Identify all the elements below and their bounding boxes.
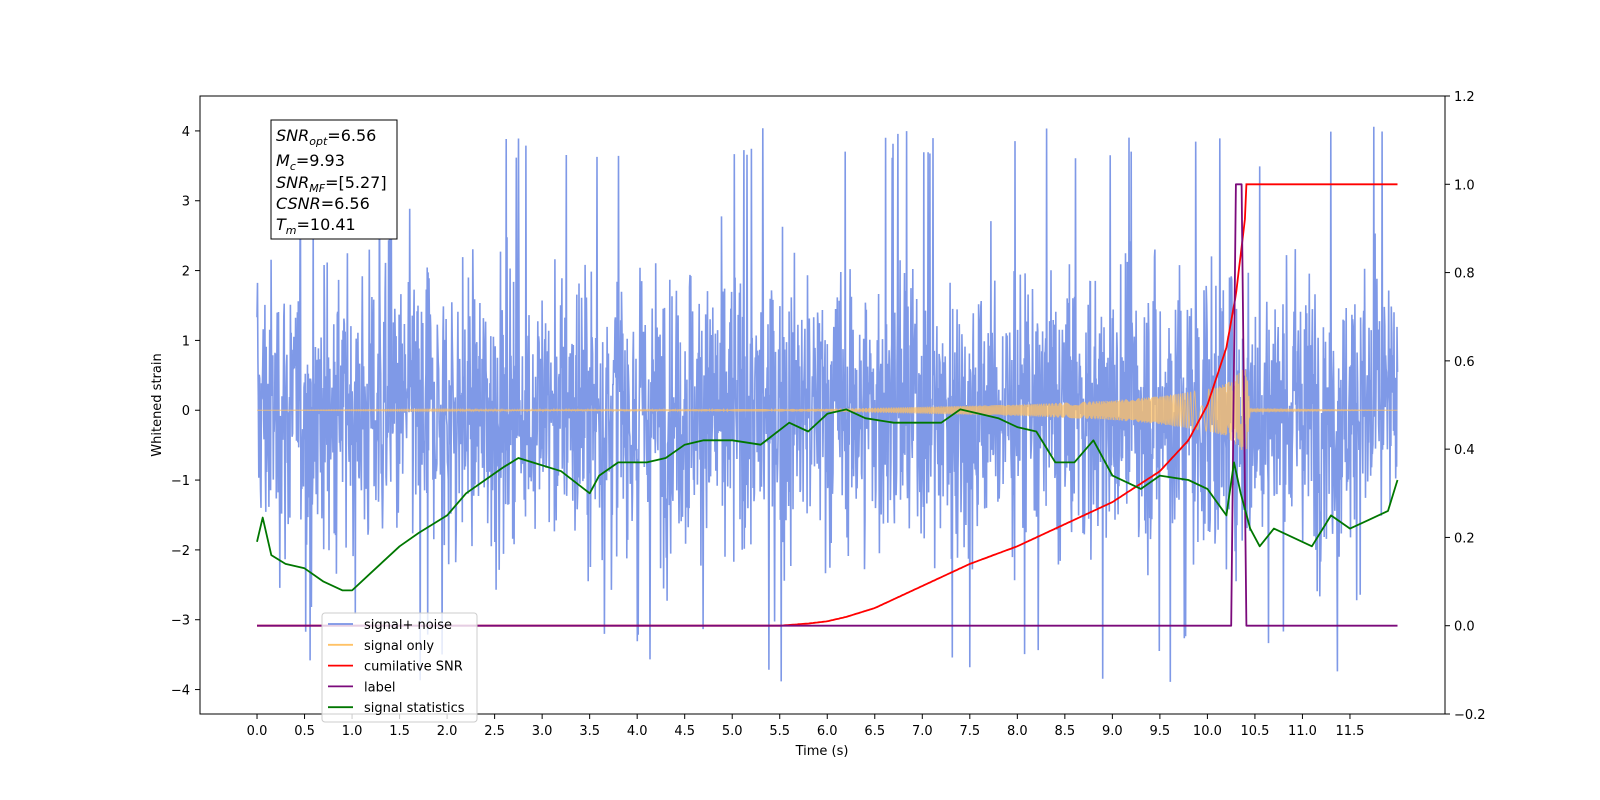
y-tick-label: 2: [182, 265, 190, 280]
x-tick-label: 3.0: [532, 724, 553, 739]
legend-label: signal statistics: [364, 701, 465, 716]
x-tick-label: 8.5: [1055, 724, 1076, 739]
legend-label: signal+ noise: [364, 618, 452, 633]
x-tick-label: 2.5: [484, 724, 505, 739]
legend-label: label: [364, 680, 395, 695]
series-signal-only-line: [257, 367, 1398, 454]
x-tick-label: 11.0: [1288, 724, 1317, 739]
annotation-csnr: CSNR=6.56: [276, 194, 370, 213]
x-tick-label: 11.5: [1335, 724, 1364, 739]
x-tick-label: 10.5: [1240, 724, 1269, 739]
legend-frame: [321, 612, 478, 723]
y-tick-label: 3: [182, 195, 190, 210]
y-tick-label: −3: [171, 614, 190, 629]
y-tick-label: −4: [171, 684, 190, 699]
x-tick-label: 3.5: [579, 724, 600, 739]
y2-tick-label: 0.6: [1454, 355, 1475, 370]
legend-label: signal only: [364, 639, 434, 654]
x-axis-label: Time (s): [795, 744, 849, 759]
x-tick-label: 10.0: [1193, 724, 1222, 739]
y-tick-label: 4: [182, 125, 190, 140]
series-label-line: [257, 183, 1398, 627]
y-tick-label: −1: [171, 474, 190, 489]
y2-tick-label: 0.8: [1454, 267, 1475, 282]
x-tick-label: 7.5: [959, 724, 980, 739]
y2-tick-label: 1.2: [1454, 90, 1475, 105]
y2-tick-label: 0.4: [1454, 443, 1475, 458]
x-tick-label: 4.0: [627, 724, 648, 739]
y2-tick-label: 0.2: [1454, 531, 1475, 546]
x-tick-label: 9.5: [1150, 724, 1171, 739]
x-tick-label: 4.5: [674, 724, 695, 739]
series-signal-statistics-line: [256, 408, 1399, 592]
x-tick-label: 1.0: [342, 724, 363, 739]
axes-layer: 0.0 0.5 1.0 1.5 2.0 2.5 3.0 3.5 4.0 4.5 5.0 5.5 6.0 6…: [171, 90, 1486, 739]
x-tick-label: 0.5: [294, 724, 315, 739]
x-tick-label: 6.0: [817, 724, 838, 739]
annotation-box: SNRopt=6.56 Mc=9.93 SNRMF=[5.27] CSNR=6.…: [270, 119, 398, 240]
x-tick-label: 5.0: [722, 724, 743, 739]
y-axis-label: Whitened strain: [150, 353, 165, 456]
x-tick-label: 6.5: [864, 724, 885, 739]
x-tick-label: 0.0: [247, 724, 268, 739]
y2-tick-label: 1.0: [1454, 178, 1475, 193]
x-tick-label: 7.0: [912, 724, 933, 739]
plot-frame: [199, 95, 1446, 715]
annotation-merger-time: Tm=10.41: [276, 215, 356, 237]
y-tick-label: −2: [171, 544, 190, 559]
x-tick-label: 2.0: [437, 724, 458, 739]
legend: signal+ noise signal only cumilative SNR la…: [321, 612, 478, 723]
legend-label: cumilative SNR: [364, 660, 463, 675]
x-tick-label: 5.5: [769, 724, 790, 739]
y-tick-label: 0: [182, 404, 190, 419]
y2-tick-label: 0.0: [1454, 620, 1475, 635]
annotation-frame: [270, 119, 398, 240]
y2-tick-label: −0.2: [1454, 708, 1486, 723]
annotation-chirp-mass: Mc=9.93: [276, 151, 345, 173]
annotation-snr-mf: SNRMF=[5.27]: [276, 173, 387, 195]
x-tick-label: 9.0: [1102, 724, 1123, 739]
annotation-snr-opt: SNRopt=6.56: [276, 126, 376, 148]
y-tick-label: 1: [182, 334, 190, 349]
x-tick-label: 8.0: [1007, 724, 1028, 739]
x-tick-label: 1.5: [389, 724, 410, 739]
